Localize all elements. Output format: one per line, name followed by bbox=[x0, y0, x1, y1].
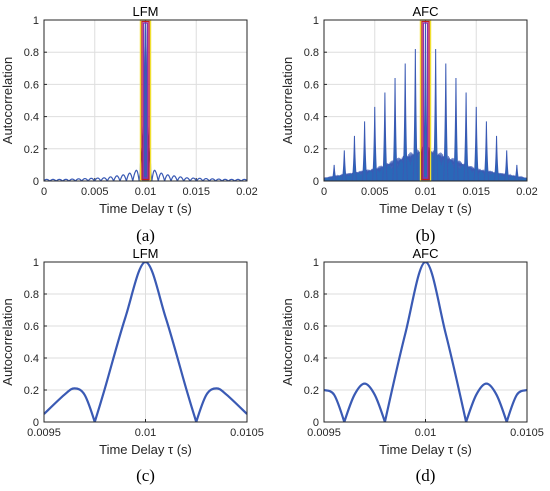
peak bbox=[341, 150, 348, 181]
chart-panel-1: 0 0.005 0.01 0.015 0.02 0 0.2 0.4 0.6 0.8 1 AFC Time… bbox=[280, 4, 538, 245]
peak bbox=[432, 48, 439, 181]
x-axis-label: Time Delay τ (s) bbox=[99, 201, 192, 216]
x-tick-label: 0.0095 bbox=[27, 427, 61, 439]
plot-area bbox=[44, 20, 247, 181]
y-tick-label: 0.6 bbox=[24, 79, 39, 91]
highlight-box bbox=[142, 22, 149, 179]
axes-frame bbox=[43, 261, 248, 423]
panel-caption: (c) bbox=[136, 466, 155, 485]
peak bbox=[483, 121, 490, 181]
peak bbox=[382, 92, 388, 181]
y-tick-label: 0.6 bbox=[304, 79, 319, 91]
y-tick-label: 0 bbox=[313, 176, 319, 188]
y-tick-label: 0.8 bbox=[24, 47, 39, 59]
y-tick-label: 0.6 bbox=[304, 321, 319, 333]
chart-panel-0: 0 0.005 0.01 0.015 0.02 0 0.2 0.4 0.6 0.8 1 LFM Time… bbox=[0, 4, 258, 245]
chart-title: LFM bbox=[133, 4, 159, 19]
axes-frame bbox=[43, 19, 248, 182]
highlight-box bbox=[421, 20, 430, 181]
y-tick-label: 0 bbox=[313, 417, 319, 429]
y-tick-label: 0.6 bbox=[24, 321, 39, 333]
plot-area bbox=[324, 262, 527, 422]
highlight-box bbox=[141, 20, 150, 181]
x-tick-label: 0 bbox=[41, 186, 47, 198]
y-tick-label: 0.2 bbox=[304, 385, 319, 397]
peak bbox=[372, 106, 378, 181]
highlight-box bbox=[422, 22, 429, 179]
x-tick-label: 0.01 bbox=[135, 186, 156, 198]
panel-caption: (d) bbox=[416, 466, 436, 485]
x-tick-label: 0.02 bbox=[516, 186, 537, 198]
chart-panel-3: 0.0095 0.01 0.0105 0 0.2 0.4 0.6 0.8 1 AFC Time De… bbox=[280, 246, 544, 485]
x-tick-label: 0.0095 bbox=[307, 427, 341, 439]
y-tick-label: 0.4 bbox=[24, 112, 39, 124]
y-tick-label: 0.8 bbox=[304, 289, 319, 301]
x-tick-label: 0.02 bbox=[236, 186, 257, 198]
x-tick-label: 0.0105 bbox=[510, 427, 544, 439]
series-line bbox=[324, 262, 527, 422]
panel-caption: (a) bbox=[136, 226, 155, 245]
x-axis-label: Time Delay τ (s) bbox=[379, 442, 472, 457]
series-line bbox=[44, 20, 247, 181]
y-tick-label: 0.2 bbox=[304, 144, 319, 156]
chart-title: AFC bbox=[413, 246, 439, 261]
y-tick-label: 0.4 bbox=[24, 353, 39, 365]
y-tick-label: 0.2 bbox=[24, 385, 39, 397]
plot-area bbox=[44, 262, 247, 422]
y-tick-label: 1 bbox=[33, 257, 39, 269]
y-tick-label: 0.4 bbox=[304, 112, 319, 124]
y-axis-label: Autocorrelation bbox=[0, 57, 15, 144]
series-line bbox=[44, 262, 247, 422]
x-tick-label: 0.01 bbox=[415, 427, 436, 439]
y-tick-label: 0.8 bbox=[24, 289, 39, 301]
peak bbox=[392, 77, 398, 181]
y-axis-label: Autocorrelation bbox=[0, 298, 15, 385]
peak bbox=[463, 92, 469, 181]
y-axis-label: Autocorrelation bbox=[280, 298, 295, 385]
y-tick-label: 0 bbox=[33, 176, 39, 188]
peak bbox=[412, 48, 419, 181]
y-tick-label: 1 bbox=[313, 257, 319, 269]
peak bbox=[473, 106, 479, 181]
x-axis-label: Time Delay τ (s) bbox=[379, 201, 472, 216]
peak bbox=[453, 77, 459, 181]
x-tick-label: 0.005 bbox=[361, 186, 389, 198]
panel-caption: (b) bbox=[416, 226, 436, 245]
chart-title: AFC bbox=[413, 4, 439, 19]
peak bbox=[402, 63, 408, 181]
x-axis-label: Time Delay τ (s) bbox=[99, 442, 192, 457]
peak bbox=[331, 164, 337, 181]
chart-panel-2: 0.0095 0.01 0.0105 0 0.2 0.4 0.6 0.8 1 LFM Time De… bbox=[0, 246, 264, 485]
x-tick-label: 0.0105 bbox=[230, 427, 264, 439]
y-tick-label: 0.2 bbox=[24, 144, 39, 156]
y-axis-label: Autocorrelation bbox=[280, 57, 295, 144]
y-tick-label: 1 bbox=[33, 15, 39, 27]
peak bbox=[351, 135, 358, 181]
peak bbox=[361, 121, 368, 181]
y-tick-label: 0.8 bbox=[304, 47, 319, 59]
x-tick-label: 0.015 bbox=[182, 186, 210, 198]
peak bbox=[443, 63, 449, 181]
x-tick-label: 0.01 bbox=[135, 427, 156, 439]
axes-frame bbox=[323, 19, 528, 182]
peak bbox=[493, 135, 500, 181]
y-tick-label: 0 bbox=[33, 417, 39, 429]
axes-frame bbox=[323, 261, 528, 423]
peak bbox=[503, 150, 510, 181]
y-tick-label: 0.4 bbox=[304, 353, 319, 365]
plot-area bbox=[324, 20, 527, 181]
chart-title: LFM bbox=[133, 246, 159, 261]
x-tick-label: 0.01 bbox=[415, 186, 436, 198]
x-tick-label: 0.015 bbox=[462, 186, 490, 198]
x-tick-label: 0.005 bbox=[81, 186, 109, 198]
peak bbox=[514, 164, 520, 181]
y-tick-label: 1 bbox=[313, 15, 319, 27]
x-tick-label: 0 bbox=[321, 186, 327, 198]
